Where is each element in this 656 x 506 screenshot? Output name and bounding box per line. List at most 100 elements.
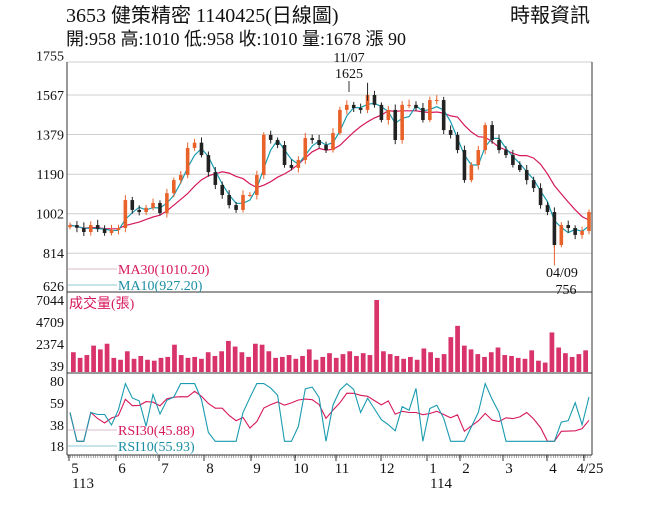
price-tick-label: 626	[43, 280, 64, 295]
volume-bar	[84, 355, 90, 372]
volume-bar	[354, 355, 359, 372]
candle-body	[462, 150, 467, 181]
candle-body	[393, 109, 398, 140]
candle-body	[386, 109, 391, 121]
candle-body	[178, 175, 183, 181]
month-labels: 5 6 7 8 9 10 11 12 1 2 3 4 4/25	[71, 461, 603, 477]
volume-bar	[97, 349, 103, 372]
volume-bar	[104, 343, 110, 372]
candle-body	[206, 155, 211, 173]
month-label: 10	[294, 461, 309, 477]
candle-body	[151, 202, 155, 208]
candle-body	[338, 109, 342, 134]
volume-bar	[448, 337, 454, 372]
volume-bar	[509, 355, 514, 372]
price-tick-label: 1755	[36, 50, 64, 65]
candle-body	[123, 200, 128, 228]
candle-body	[220, 184, 225, 196]
volume-bar	[118, 359, 123, 372]
candle-body	[75, 225, 79, 228]
volume-bar	[495, 347, 501, 372]
volume-tick-label: 4709	[36, 316, 64, 331]
candle-body	[317, 139, 321, 146]
volume-bar	[172, 344, 177, 372]
volume-bar	[421, 348, 427, 372]
month-label: 1	[429, 461, 437, 477]
rsi-tick-label: 80	[50, 375, 64, 390]
candle-body	[289, 164, 294, 168]
candle-body	[95, 225, 100, 229]
volume-bar	[408, 356, 413, 372]
candle-body	[241, 195, 245, 210]
volume-bar	[563, 353, 568, 372]
price-tick-label: 1567	[36, 89, 64, 104]
volume-bar	[91, 345, 96, 372]
rsi10-legend: RSI10(55.93)	[118, 440, 195, 455]
candle-body	[331, 133, 335, 151]
volume-bar	[536, 360, 541, 372]
volume-bar	[226, 340, 231, 372]
volume-bar	[381, 351, 386, 372]
volume-bars	[71, 300, 588, 372]
volume-bar	[259, 344, 265, 372]
volume-bar	[394, 355, 400, 372]
candle-body	[248, 195, 252, 197]
volume-bar	[279, 356, 285, 372]
price-tick-label: 1002	[36, 208, 64, 223]
high-value-annotation: 1625	[335, 67, 363, 82]
candle-body	[102, 228, 107, 234]
candle-body	[421, 108, 425, 121]
candle-body	[310, 138, 314, 140]
volume-bar	[502, 355, 508, 372]
volume-bar	[333, 357, 339, 372]
candle-body	[372, 95, 377, 105]
volume-bar	[387, 354, 393, 372]
rsi30-legend: RSI30(45.88)	[118, 424, 195, 439]
volume-title: 成交量(張)	[69, 295, 135, 312]
volume-tick-label: 7044	[36, 294, 64, 309]
candle-body	[282, 145, 287, 165]
candle-body	[144, 207, 148, 213]
volume-bar	[455, 325, 460, 372]
volume-bar	[300, 355, 305, 372]
volume-bar	[151, 360, 157, 372]
volume-bar	[252, 343, 258, 372]
candle-body	[573, 227, 577, 235]
ma10-legend: MA10(927.20)	[118, 279, 203, 294]
volume-bar	[138, 355, 144, 372]
candle-body	[407, 104, 411, 106]
candle-body	[137, 209, 141, 213]
candle-body	[130, 200, 135, 210]
low-date-annotation: 04/09	[546, 266, 578, 281]
volume-bar	[77, 357, 83, 372]
volume-bar	[71, 352, 76, 372]
volume-bar	[185, 357, 191, 372]
candle-body	[296, 159, 301, 168]
candle-body	[587, 212, 591, 231]
ma10-line	[69, 102, 590, 234]
candlesticks	[68, 82, 591, 266]
candle-body	[497, 139, 501, 151]
volume-bar	[232, 346, 238, 372]
candle-body	[365, 95, 370, 110]
year-label-113: 113	[72, 476, 94, 492]
candle-body	[109, 229, 114, 234]
candle-body	[82, 227, 86, 232]
candle-body	[158, 202, 162, 214]
candle-body	[531, 180, 536, 189]
volume-bar	[522, 358, 528, 372]
volume-bar	[165, 356, 171, 372]
high-date-annotation: 11/07	[333, 51, 364, 66]
volume-bar	[515, 357, 521, 372]
volume-bar	[360, 353, 366, 372]
rsi-tick-label: 38	[50, 419, 64, 434]
volume-bar	[441, 354, 447, 372]
month-label: 7	[161, 461, 169, 477]
price-tick-label: 814	[43, 247, 64, 262]
ma30-legend: MA30(1010.20)	[118, 263, 210, 278]
candle-body	[441, 100, 446, 131]
volume-bar	[239, 352, 245, 372]
volume-bar	[111, 357, 117, 372]
candle-body	[400, 104, 404, 140]
